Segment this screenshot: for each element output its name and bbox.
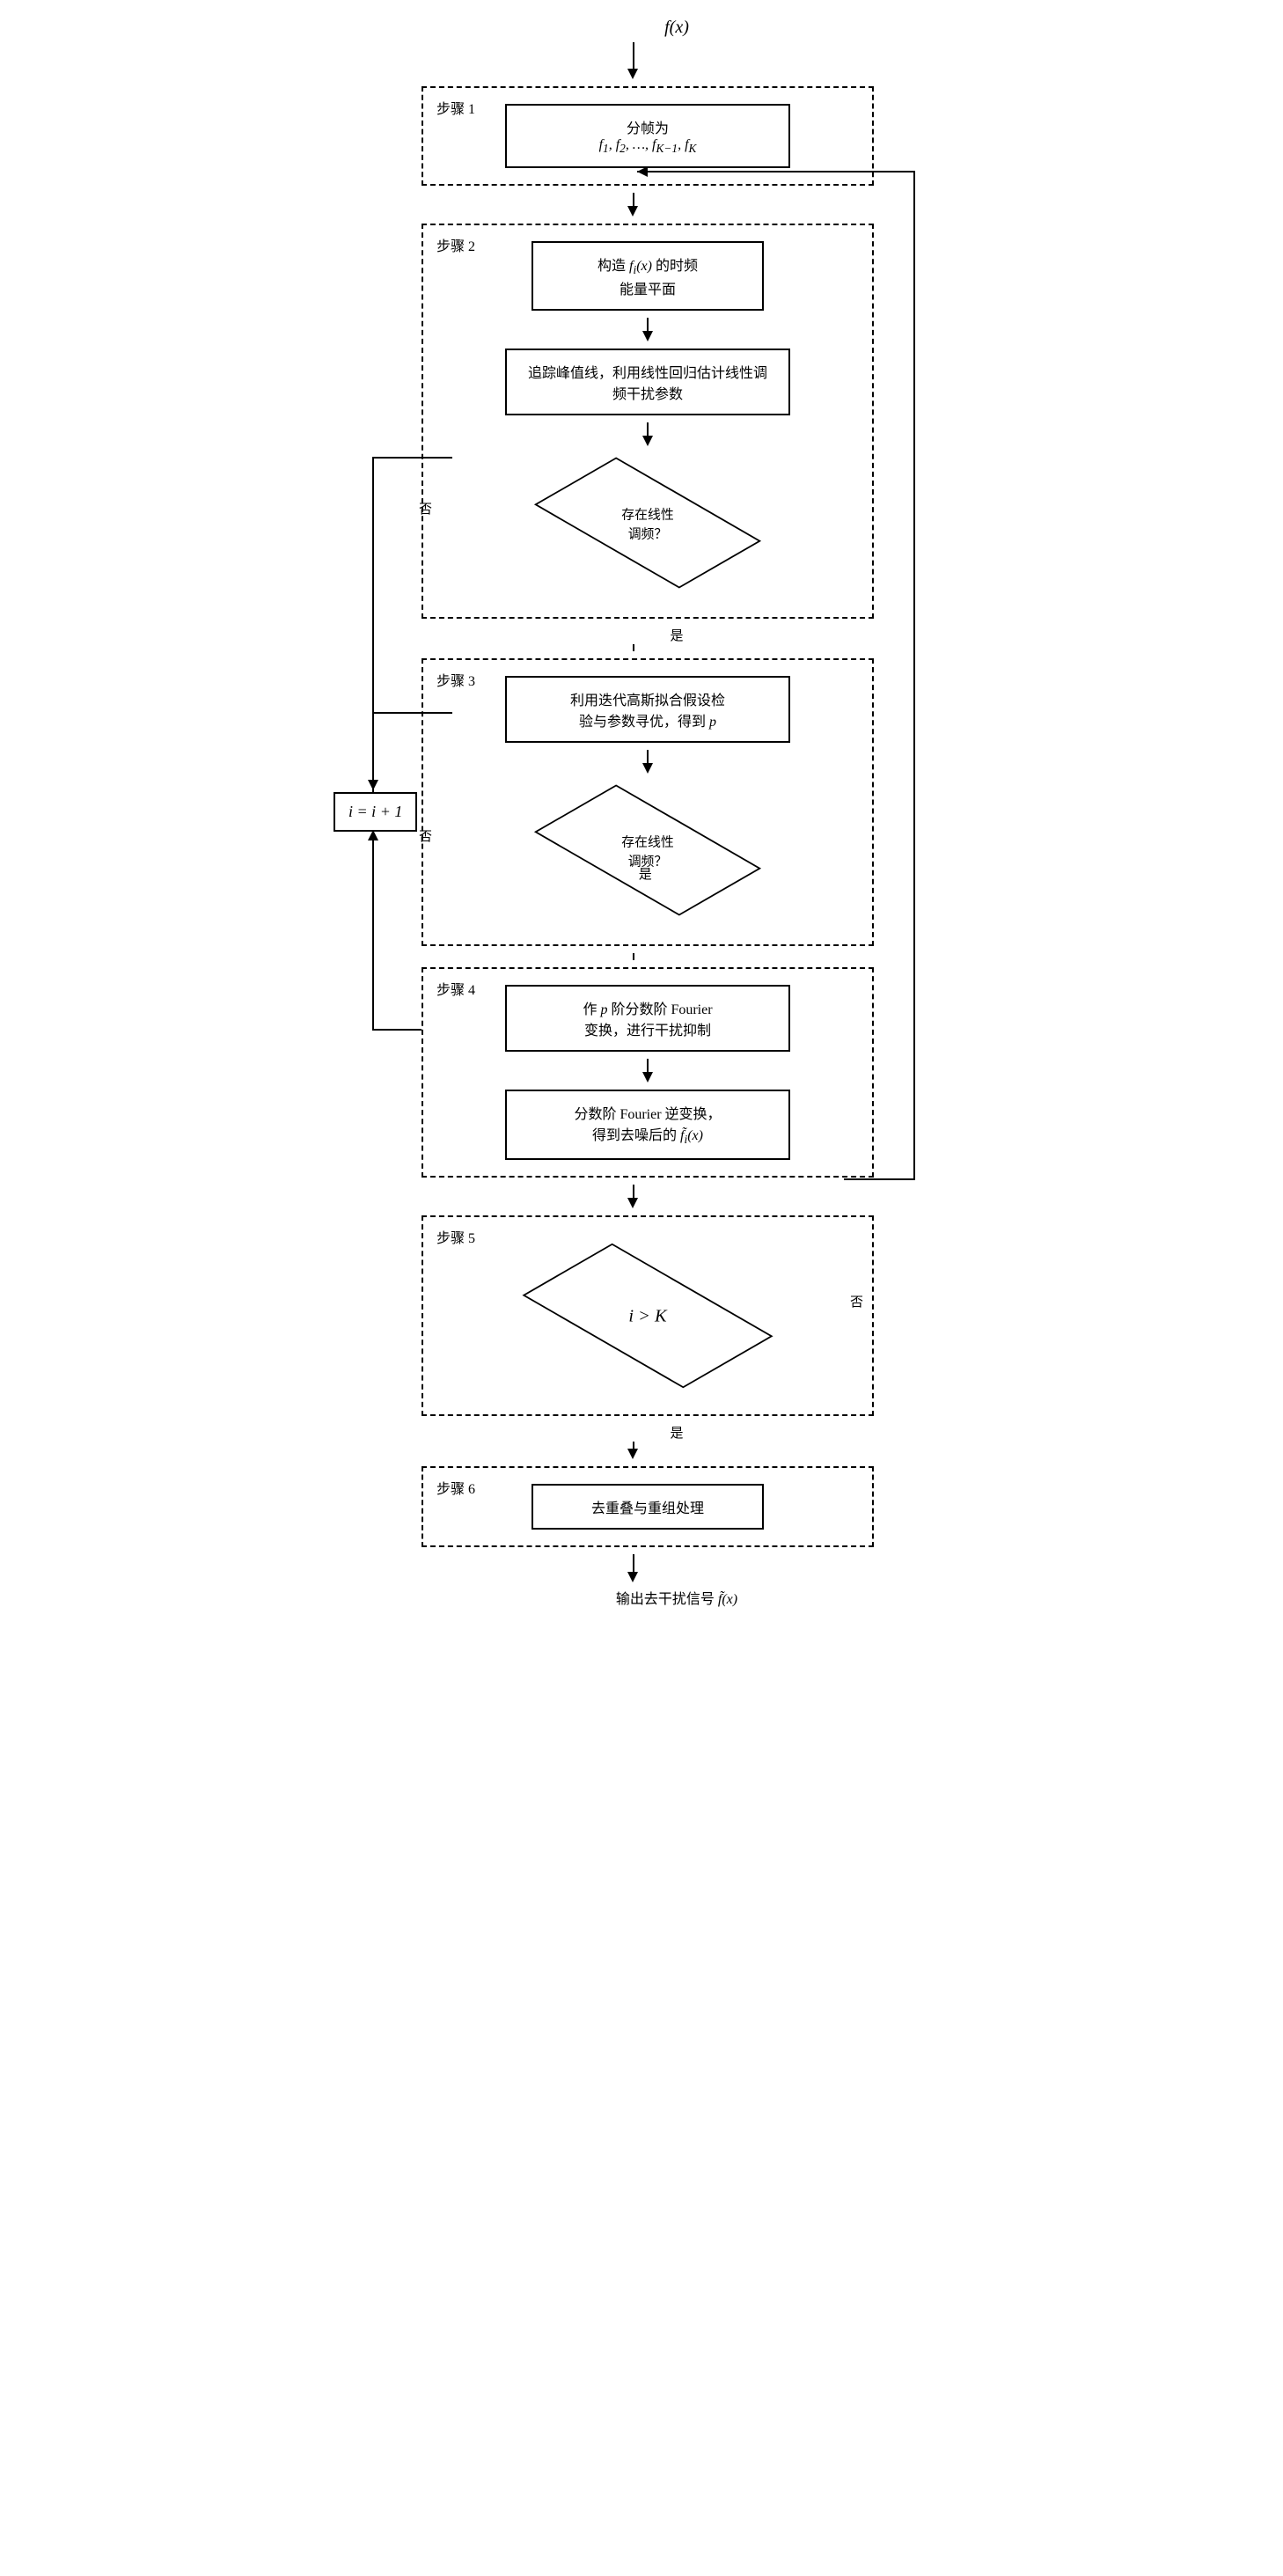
- arrow-down-icon: [642, 1072, 653, 1083]
- connector: [633, 1442, 634, 1449]
- step-6-box: 去重叠与重组处理: [532, 1484, 764, 1530]
- step-2-container: 步骤 2 构造 fi(x) 的时频能量平面 追踪峰值线，利用线性回归估计线性调频…: [422, 224, 874, 619]
- step-5-decision-text: i > K: [590, 1304, 705, 1325]
- connector: [633, 644, 634, 651]
- arrow-down-icon: [627, 69, 638, 79]
- step-4-box-2: 分数阶 Fourier 逆变换，得到去噪后的 f̃i(x): [505, 1090, 790, 1159]
- step-4-container: 步骤 4 作 p 阶分数阶 Fourier变换，进行干扰抑制 分数阶 Fouri…: [422, 967, 874, 1177]
- step-2-box-2: 追踪峰值线，利用线性回归估计线性调频干扰参数: [505, 349, 790, 415]
- step-5-decision-container: i > K 否: [436, 1244, 859, 1388]
- step-4-label: 步骤 4: [436, 978, 475, 999]
- no-label: 否: [419, 826, 432, 845]
- connector: [633, 1185, 634, 1198]
- input-signal: f(x): [404, 18, 949, 38]
- arrow-down-icon: [627, 206, 638, 217]
- increment-box: i = i + 1: [334, 792, 417, 832]
- arrow-down-icon: [627, 1449, 638, 1459]
- connector: [647, 422, 649, 436]
- connector: [647, 1059, 649, 1072]
- connector: [633, 193, 634, 206]
- output-signal: 输出去干扰信号 f̃(x): [404, 1587, 949, 1608]
- step-3-container: 步骤 3 利用迭代高斯拟合假设检验与参数寻优，得到 p 否 存在线性调频？ 是: [422, 658, 874, 946]
- step-3-decision-container: 否 存在线性调频？: [436, 782, 859, 918]
- step-3-label: 步骤 3: [436, 669, 475, 690]
- yes-label: 是: [404, 626, 949, 644]
- step-1-container: 步骤 1 分帧为 f1, f2, …, fK−1, fK: [422, 86, 874, 186]
- step-2-decision-text: 存在线性调频？: [590, 503, 705, 543]
- step-2-label: 步骤 2: [436, 234, 475, 255]
- yes-label: 是: [404, 1423, 949, 1442]
- step-2-decision-diamond: 存在线性调频？: [534, 458, 761, 589]
- step-4-box-1: 作 p 阶分数阶 Fourier变换，进行干扰抑制: [505, 985, 790, 1052]
- connector: [647, 318, 649, 331]
- step-3-decision-diamond: 存在线性调频？: [534, 785, 761, 916]
- arrow-down-icon: [642, 763, 653, 774]
- step-1-label: 步骤 1: [436, 97, 475, 118]
- step-6-label: 步骤 6: [436, 1477, 475, 1498]
- connector: [633, 1554, 634, 1572]
- connector: [647, 750, 649, 763]
- arrow-down-icon: [627, 1572, 638, 1582]
- arrow-down-icon: [627, 1198, 638, 1208]
- step-2-box-1: 构造 fi(x) 的时频能量平面: [532, 241, 764, 311]
- step-1-text-line2: f1, f2, …, fK−1, fK: [524, 137, 771, 156]
- step-3-box-1: 利用迭代高斯拟合假设检验与参数寻优，得到 p: [505, 676, 790, 743]
- step-5-container: 步骤 5 i > K 否: [422, 1215, 874, 1416]
- no-label: 否: [850, 1292, 863, 1310]
- arrow-down-icon: [642, 331, 653, 341]
- connector: [633, 42, 634, 69]
- step-1-box: 分帧为 f1, f2, …, fK−1, fK: [505, 104, 790, 168]
- flowchart-container: f(x) 步骤 1 分帧为 f1, f2, …, fK−1, fK 步骤 2 构…: [334, 18, 949, 1608]
- connector: [633, 953, 634, 960]
- no-label: 否: [419, 499, 432, 517]
- yes-label: 是: [639, 864, 652, 883]
- step-1-text-line1: 分帧为: [524, 116, 771, 137]
- arrow-down-icon: [642, 436, 653, 446]
- step-2-decision-container: 否 存在线性调频？: [436, 455, 859, 591]
- step-5-decision-diamond: i > K: [522, 1243, 773, 1388]
- step-6-container: 步骤 6 去重叠与重组处理: [422, 1466, 874, 1547]
